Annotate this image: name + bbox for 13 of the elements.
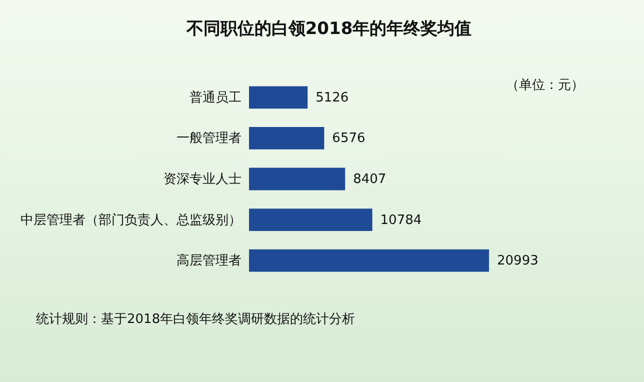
text: 统计规则：基于2018年白领年终奖调研数据的统计分析 — [36, 311, 356, 328]
y-tick-label: 一般管理者 — [176, 131, 242, 146]
y-tick-label: 高层管理者 — [176, 252, 242, 269]
text: （单位：元） — [506, 77, 584, 94]
data-label: 5126 — [316, 90, 349, 106]
chart-title: 不同职位的白领2018年的年终奖均值 — [185, 19, 472, 39]
data-label: 6576 — [332, 131, 366, 146]
data-label: 10784 — [380, 212, 422, 228]
y-tick-label: 中层管理者（部门负责人、总监级别） — [20, 212, 242, 228]
data-label: 20993 — [497, 254, 538, 269]
data-label: 8407 — [353, 172, 386, 187]
y-tick-label: 普通员工 — [190, 89, 242, 106]
y-tick-label: 资深专业人士 — [164, 172, 242, 187]
